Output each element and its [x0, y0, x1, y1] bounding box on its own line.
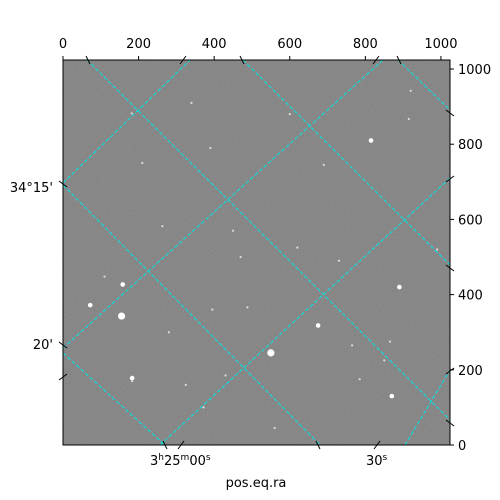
right-axis-tick-label: 0 — [458, 439, 466, 454]
star — [224, 374, 227, 377]
star — [239, 255, 242, 259]
top-axis-tick-label: 0 — [59, 37, 67, 52]
ra-tick-label-minor: 30s — [366, 453, 388, 469]
top-pixel-axis: 0 200 400 600 800 1000 — [59, 37, 457, 60]
top-axis-tick-label: 800 — [353, 37, 378, 52]
plot-frame — [62, 59, 451, 446]
ra-tick-bottom — [162, 440, 168, 450]
dec-tick-label: 20' — [33, 338, 53, 353]
dec-tick — [58, 373, 68, 381]
star — [117, 312, 126, 320]
star — [288, 113, 291, 116]
star — [211, 308, 214, 311]
top-axis-tick-label: 600 — [277, 37, 302, 52]
ra-tick-label-major: 3h25m00s — [150, 453, 211, 469]
star — [368, 138, 374, 143]
star-layer — [87, 89, 439, 430]
star — [273, 426, 276, 430]
grid-line — [63, 60, 191, 184]
right-axis-tick-label: 200 — [458, 364, 483, 379]
top-axis-tick-label: 1000 — [424, 37, 457, 52]
ra-tick-top — [372, 55, 380, 65]
star — [388, 340, 392, 343]
ra-tick — [373, 440, 381, 450]
star — [246, 306, 249, 309]
ra-tick-top — [179, 55, 187, 65]
grid-line — [404, 369, 450, 445]
right-axis-tick-label: 600 — [458, 213, 483, 228]
star — [389, 393, 395, 399]
grid-line — [63, 352, 166, 445]
dec-tick-right — [445, 175, 455, 183]
ra-tick-top — [239, 55, 245, 65]
star — [120, 282, 126, 287]
star — [231, 229, 235, 232]
star — [87, 302, 93, 308]
plot-area — [62, 59, 451, 446]
star — [267, 349, 275, 357]
image-noise — [63, 60, 450, 445]
top-axis-tick-label: 400 — [202, 37, 227, 52]
dec-tick-right — [445, 419, 455, 427]
dec-tick-label: 34°15' — [10, 181, 53, 196]
star — [129, 375, 135, 381]
star — [383, 359, 386, 362]
grid-line — [86, 60, 450, 421]
right-pixel-axis: 0 200 400 600 800 1000 — [450, 63, 491, 454]
ra-tick — [177, 440, 185, 450]
dec-tick — [58, 180, 68, 188]
dec-tick-right — [445, 264, 455, 272]
star — [351, 344, 354, 347]
star — [315, 323, 321, 328]
star — [407, 117, 410, 121]
top-axis-tick-label: 200 — [126, 37, 151, 52]
dec-tick-right — [445, 109, 455, 117]
star — [190, 101, 193, 104]
dec-axis: 34°15' 20' — [10, 109, 455, 427]
star — [167, 331, 170, 334]
star — [130, 112, 133, 115]
star — [358, 378, 361, 381]
star — [161, 225, 164, 228]
dec-tick-right — [445, 367, 455, 375]
star — [131, 379, 134, 383]
star — [436, 248, 439, 251]
star — [296, 246, 299, 249]
right-axis-tick-label: 1000 — [458, 63, 491, 78]
coordinate-grid — [63, 60, 450, 445]
star — [141, 161, 144, 165]
dec-tick — [58, 341, 68, 349]
right-axis-tick-label: 800 — [458, 138, 483, 153]
grid-line — [63, 184, 321, 445]
ra-tick-top — [85, 55, 91, 65]
star — [184, 383, 187, 386]
star — [322, 163, 325, 166]
grid-line — [242, 60, 450, 266]
star — [397, 284, 402, 290]
ra-tick-top — [396, 55, 402, 65]
star — [103, 275, 106, 278]
grid-line — [397, 60, 450, 111]
star — [202, 406, 205, 409]
ra-tick-bottom — [315, 440, 321, 450]
x-axis-title: pos.eq.ra — [226, 476, 287, 491]
ra-axis: 3h25m00s 30s pos.eq.ra — [85, 55, 402, 491]
star — [337, 259, 340, 262]
star — [209, 146, 212, 150]
right-axis-tick-label: 400 — [458, 289, 483, 304]
star — [409, 89, 412, 92]
